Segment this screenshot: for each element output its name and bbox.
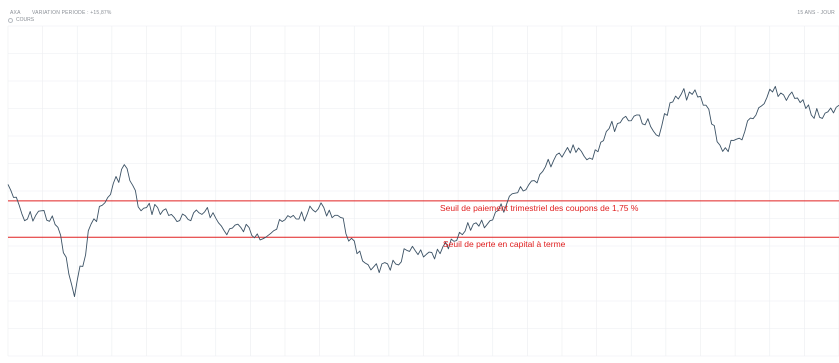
chart-grid <box>7 25 839 357</box>
series-line <box>7 85 839 298</box>
threshold-annotations: Seuil de paiement trimestriel des coupon… <box>440 203 639 249</box>
threshold-annotation: Seuil de paiement trimestriel des coupon… <box>440 203 639 213</box>
chart-header: AXA VARIATION PERIODE : +15,87% 15 ANS -… <box>0 0 839 26</box>
variation-label: VARIATION PERIODE : +15,87% <box>32 10 112 16</box>
legend-label: COURS <box>16 17 35 23</box>
ticker-label: AXA <box>10 10 21 16</box>
legend[interactable]: COURS <box>8 17 34 23</box>
legend-swatch-icon <box>8 17 13 23</box>
period-label[interactable]: 15 ANS - JOUR <box>797 10 835 16</box>
threshold-annotation: Seuil de perte en capital à terme <box>443 239 566 249</box>
price-series <box>7 85 839 298</box>
threshold-lines <box>8 200 839 238</box>
